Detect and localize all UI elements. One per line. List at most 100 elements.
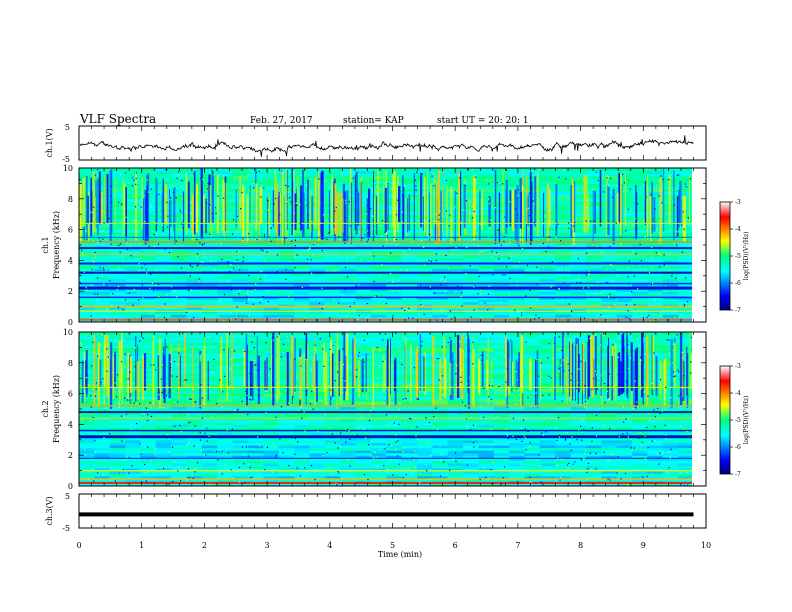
spectrogram-cell: [401, 229, 418, 233]
spectrogram-cell: [355, 316, 372, 321]
spectrogram-speckle: [197, 264, 199, 266]
spectrogram-cell: [555, 437, 572, 441]
spectrogram-speckle: [236, 215, 239, 217]
spectrogram-cell: [263, 450, 280, 454]
spectrogram-cell: [294, 421, 311, 425]
spectrogram-speckle: [154, 222, 156, 224]
spectrogram-speckle: [557, 223, 559, 225]
spectrogram-speckle: [256, 238, 258, 240]
spectrogram-speckle: [357, 231, 359, 233]
spectrogram-speckle: [418, 313, 420, 315]
spectrogram-speckle: [234, 175, 236, 177]
spectrogram-cell: [678, 450, 692, 454]
spectrogram-cell: [432, 293, 449, 297]
spectrogram-cell: [478, 283, 495, 287]
spectrogram-speckle: [124, 172, 126, 174]
spectrogram-speckle: [236, 250, 238, 253]
spectrogram-streak: [141, 177, 143, 230]
spectrogram-cell: [524, 283, 541, 287]
spectrogram-cell: [370, 268, 387, 272]
spectrogram-speckle: [620, 244, 622, 246]
spectrogram-cell: [370, 257, 387, 261]
spectrogram-cell: [585, 314, 602, 318]
spectrogram-cell: [539, 419, 556, 423]
spectrogram-cell: [125, 247, 142, 251]
spectrogram-cell: [463, 298, 479, 303]
spectrogram-cell: [171, 316, 188, 321]
spectrogram-cell: [171, 288, 188, 292]
spectrogram-cell: [463, 214, 479, 218]
spectrogram-cell: [125, 427, 142, 431]
spectrogram-cell: [432, 473, 449, 477]
spectrogram-cell: [324, 242, 341, 246]
spectrogram-cell: [647, 173, 664, 177]
spectrogram-cell: [493, 273, 510, 277]
spectrogram-cell: [171, 280, 188, 285]
spectrogram-cell: [616, 232, 633, 236]
spectrogram-speckle: [139, 175, 141, 177]
spectrogram-speckle: [82, 244, 84, 246]
spectrogram-cell: [555, 421, 572, 425]
spectrogram-cell: [355, 214, 372, 218]
spectrogram-cell: [570, 191, 587, 195]
spectrogram-speckle: [529, 192, 531, 194]
spectrogram-cell: [585, 470, 602, 474]
spectrogram-speckle: [348, 312, 350, 314]
spectrogram-cell: [585, 439, 602, 443]
spectrogram-cell: [324, 170, 341, 174]
spectrogram-cell: [248, 437, 264, 441]
spectrogram-cell: [678, 439, 692, 443]
spectrogram-speckle: [533, 222, 535, 224]
spectrogram-cell: [94, 291, 111, 295]
spectrogram-cell: [524, 314, 541, 318]
spectrogram-cell: [570, 455, 587, 459]
spectrogram-cell: [555, 447, 572, 451]
spectrogram-cell: [555, 293, 572, 297]
spectrogram-cell: [370, 411, 387, 415]
spectrogram-speckle: [633, 275, 636, 277]
spectrogram-cell: [386, 437, 403, 441]
spectrogram-cell: [324, 291, 341, 295]
spectrogram-cell: [601, 421, 618, 425]
spectrogram-cell: [340, 180, 357, 184]
spectrogram-cell: [155, 462, 172, 467]
spectrogram-speckle: [198, 280, 200, 282]
spectrogram-cell: [155, 168, 172, 172]
spectrogram-speckle: [445, 204, 447, 206]
spectrogram-speckle: [527, 207, 529, 209]
spectrogram-cell: [79, 260, 95, 264]
spectrogram-cell: [94, 301, 111, 305]
spectrogram-cell: [355, 206, 372, 210]
spectrogram-speckle: [217, 195, 219, 197]
spectrogram-cell: [555, 473, 572, 477]
spectrogram-speckle: [191, 266, 193, 268]
spectrogram-speckle: [658, 252, 660, 254]
spectrogram-speckle: [151, 230, 154, 232]
spectrogram-cell: [109, 470, 126, 474]
spectrogram-cell: [555, 457, 572, 461]
spectrogram-cell: [155, 242, 172, 246]
spectrogram-cell: [355, 298, 372, 303]
spectrogram-cell: [647, 196, 664, 200]
spectrogram-cell: [662, 450, 679, 454]
spectrogram-speckle: [677, 277, 679, 279]
spectrogram-cell: [616, 183, 633, 187]
spectrogram-cell: [109, 227, 126, 231]
spectrogram-cell: [647, 237, 664, 241]
spectrogram-cell: [555, 460, 572, 464]
spectrogram-cell: [186, 257, 203, 261]
spectrogram-cell: [171, 455, 188, 459]
spectrogram-cell: [217, 483, 234, 486]
spectrogram-cell: [125, 196, 142, 200]
spectrogram-speckle: [488, 228, 490, 230]
spectrogram-speckle: [532, 200, 534, 202]
spectrogram-cell: [294, 411, 311, 415]
spectrogram-cell: [478, 234, 495, 238]
spectrogram-cell: [79, 473, 95, 477]
spectrogram-speckle: [280, 186, 282, 188]
spectrogram-cell: [186, 452, 203, 456]
spectrogram-speckle: [226, 280, 229, 283]
spectrogram-streak: [398, 186, 401, 222]
spectrogram-cell: [447, 419, 464, 423]
